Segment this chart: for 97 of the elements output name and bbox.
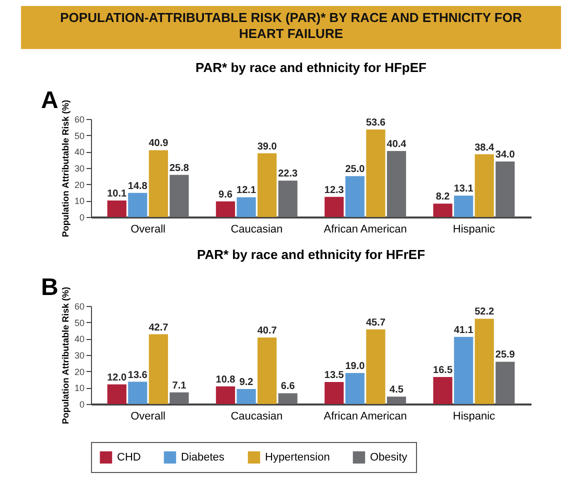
data-label: 42.7 <box>148 322 169 334</box>
bar <box>366 329 386 404</box>
data-label: 13.5 <box>324 370 344 381</box>
bar <box>236 197 256 217</box>
data-label: 4.5 <box>390 384 404 396</box>
y-tick-label: 10 <box>74 383 84 394</box>
data-label: 9.6 <box>218 189 233 200</box>
bar <box>148 334 168 404</box>
bar <box>128 382 148 404</box>
data-label: 6.6 <box>280 381 296 392</box>
y-axis-title: Population Attributable Risk (%) <box>60 100 70 238</box>
bar <box>454 196 474 217</box>
bar <box>258 338 277 404</box>
bar <box>107 384 126 404</box>
data-label: 52.2 <box>474 306 495 318</box>
legend-label: Obesity <box>370 451 408 464</box>
x-tick-label: Hispanic <box>452 410 496 422</box>
data-label: 45.7 <box>366 317 386 328</box>
x-tick-label: African American <box>324 224 407 236</box>
y-tick-label: 60 <box>74 302 84 312</box>
bar <box>454 336 474 404</box>
x-tick-label: Hispanic <box>452 224 496 236</box>
bar <box>216 201 236 217</box>
legend-label: Hypertension <box>265 451 330 464</box>
data-label: 10.8 <box>216 374 236 386</box>
data-label: 25.9 <box>495 350 516 361</box>
x-tick-label: Caucasian <box>230 410 283 422</box>
data-label: 13.1 <box>454 184 474 195</box>
y-axis-title: Population Attributable Risk (%) <box>60 286 70 424</box>
data-label: 13.6 <box>128 370 148 381</box>
bar <box>474 154 494 217</box>
text: A <box>41 87 58 114</box>
bar <box>278 393 298 404</box>
y-tick-label: 0 <box>79 400 84 410</box>
bar <box>216 386 236 404</box>
bar <box>345 176 364 217</box>
bar <box>236 388 256 404</box>
x-tick-label: Caucasian <box>230 224 283 236</box>
data-label: 7.1 <box>172 380 187 392</box>
y-tick-label: 10 <box>74 196 84 206</box>
data-label: 34.0 <box>495 149 516 160</box>
y-tick-label: 40 <box>74 147 84 158</box>
text: B <box>41 274 58 301</box>
data-label: 8.2 <box>436 192 450 203</box>
y-tick-label: 0 <box>79 212 84 222</box>
data-label: 40.4 <box>386 139 407 150</box>
y-tick-label: 40 <box>74 334 84 344</box>
data-label: 12.1 <box>236 185 256 196</box>
bar <box>496 161 515 217</box>
data-label: 41.1 <box>454 324 474 336</box>
bar <box>366 129 386 217</box>
data-label: 25.8 <box>169 162 190 174</box>
data-label: 39.0 <box>257 141 278 152</box>
x-tick-label: Overall <box>130 410 166 422</box>
data-label: 16.5 <box>433 365 453 376</box>
bar <box>107 200 126 217</box>
y-tick-label: 60 <box>74 114 84 124</box>
bar <box>345 372 364 404</box>
bar <box>324 382 344 404</box>
bar <box>474 318 494 404</box>
data-label: 14.8 <box>128 180 148 192</box>
y-tick-label: 50 <box>74 130 84 141</box>
x-tick-label: African American <box>324 410 407 422</box>
bar <box>278 180 298 217</box>
x-tick-label: Overall <box>130 224 166 236</box>
bar <box>258 153 277 217</box>
bar <box>386 151 406 217</box>
data-label: 25.0 <box>345 164 366 176</box>
legend-label: CHD <box>117 451 141 464</box>
data-label: 10.1 <box>107 188 128 200</box>
y-tick-label: 30 <box>74 350 84 360</box>
y-tick-label: 20 <box>74 366 84 377</box>
chart-title: POPULATION-ATTRIBUTABLE RISK (PAR)* BY RACE AND ETHNICITY FOR HEART FAILURE <box>60 10 522 41</box>
bar <box>433 204 452 217</box>
data-label: 40.9 <box>148 138 169 150</box>
y-tick-label: 30 <box>74 164 84 174</box>
data-label: 9.2 <box>239 376 254 388</box>
data-label: 12.0 <box>107 372 128 384</box>
bar <box>128 192 148 217</box>
bar <box>148 150 168 217</box>
data-label: 53.6 <box>366 117 386 128</box>
data-label: 38.4 <box>474 142 495 154</box>
bar <box>170 392 189 404</box>
bar <box>170 174 189 217</box>
data-label: 40.7 <box>257 326 278 337</box>
y-tick-label: 50 <box>74 318 84 328</box>
chart-title: PAR* by race and ethnicity for HFrEF <box>196 247 426 262</box>
data-label: 22.3 <box>278 168 298 180</box>
bar <box>324 196 344 217</box>
chart-subtitle: PAR* by race and ethnicity for HFpEF <box>196 60 427 75</box>
legend-label: Diabetes <box>181 451 225 464</box>
data-label: 12.3 <box>324 184 344 196</box>
bar <box>433 377 452 404</box>
bar <box>496 362 515 404</box>
bar <box>386 396 406 404</box>
data-label: 19.0 <box>345 360 366 372</box>
y-tick-label: 20 <box>74 180 84 190</box>
